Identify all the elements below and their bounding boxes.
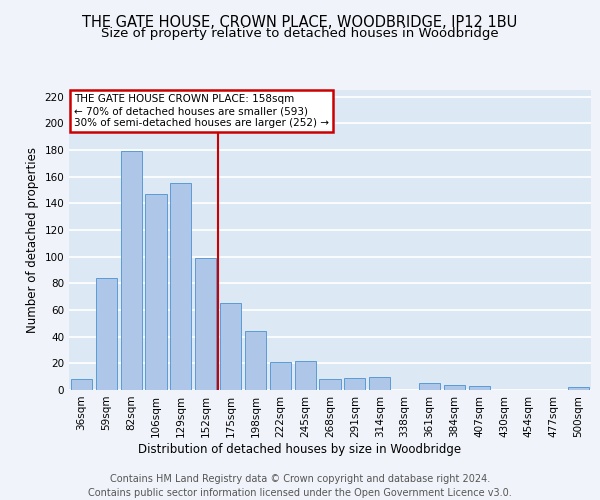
Bar: [295, 360, 316, 390]
Bar: [220, 304, 241, 390]
Bar: [369, 376, 390, 390]
Bar: [419, 384, 440, 390]
Bar: [245, 332, 266, 390]
Bar: [195, 258, 216, 390]
Bar: [71, 380, 92, 390]
Bar: [344, 378, 365, 390]
Bar: [469, 386, 490, 390]
Bar: [444, 384, 465, 390]
Text: Contains HM Land Registry data © Crown copyright and database right 2024.
Contai: Contains HM Land Registry data © Crown c…: [88, 474, 512, 498]
Bar: [145, 194, 167, 390]
Bar: [170, 184, 191, 390]
Text: Distribution of detached houses by size in Woodbridge: Distribution of detached houses by size …: [139, 442, 461, 456]
Bar: [568, 388, 589, 390]
Bar: [319, 380, 341, 390]
Y-axis label: Number of detached properties: Number of detached properties: [26, 147, 39, 333]
Text: THE GATE HOUSE CROWN PLACE: 158sqm
← 70% of detached houses are smaller (593)
30: THE GATE HOUSE CROWN PLACE: 158sqm ← 70%…: [74, 94, 329, 128]
Bar: [96, 278, 117, 390]
Text: Size of property relative to detached houses in Woodbridge: Size of property relative to detached ho…: [101, 28, 499, 40]
Text: THE GATE HOUSE, CROWN PLACE, WOODBRIDGE, IP12 1BU: THE GATE HOUSE, CROWN PLACE, WOODBRIDGE,…: [82, 15, 518, 30]
Bar: [121, 152, 142, 390]
Bar: [270, 362, 291, 390]
